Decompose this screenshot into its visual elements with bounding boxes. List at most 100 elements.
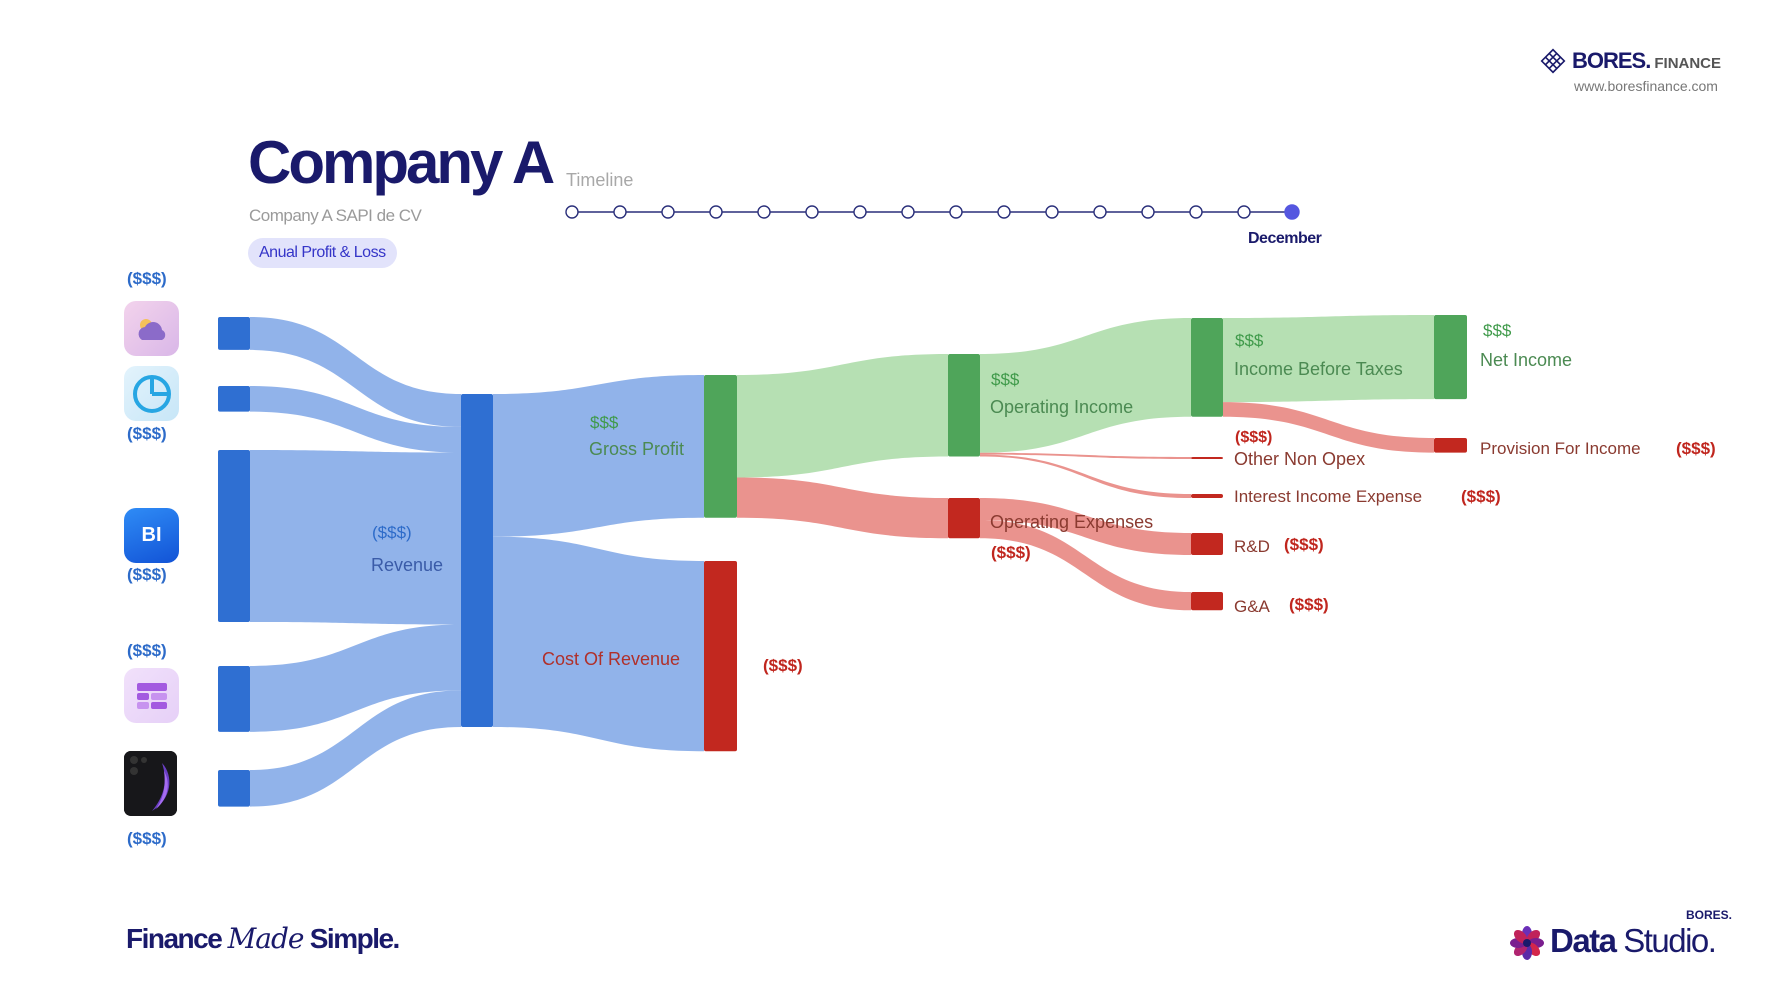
timeline-point[interactable] bbox=[949, 205, 963, 219]
timeline-point[interactable] bbox=[757, 205, 771, 219]
timeline-point-selected[interactable] bbox=[1284, 204, 1300, 220]
flow-src2-to-revenue[interactable] bbox=[250, 386, 461, 453]
flow-operating_expenses-to-rd[interactable] bbox=[980, 498, 1191, 555]
timeline-point[interactable] bbox=[1093, 205, 1107, 219]
timeline-selected-month: December bbox=[1248, 230, 1322, 247]
tagline-made: Made bbox=[227, 922, 305, 955]
source-5-icon-tile[interactable] bbox=[124, 751, 177, 816]
timeline-label: Timeline bbox=[566, 170, 634, 190]
brand-logo[interactable]: BORES. FINANCE bbox=[1540, 48, 1721, 74]
diamond-grid-icon bbox=[1540, 48, 1566, 74]
other-non-opex-label: Other Non Opex bbox=[1234, 449, 1365, 469]
flow-income_before_taxes-to-net_income[interactable] bbox=[1223, 315, 1434, 403]
flow-revenue-to-cost_of_revenue[interactable] bbox=[493, 536, 704, 752]
node-interest_income_expense[interactable] bbox=[1191, 494, 1223, 498]
flow-operating_income-to-income_before_taxes[interactable] bbox=[980, 318, 1191, 453]
timeline-point[interactable] bbox=[1045, 205, 1059, 219]
node-ga[interactable] bbox=[1191, 592, 1223, 611]
flow-income_before_taxes-to-provision_for_income[interactable] bbox=[1223, 402, 1434, 453]
node-src4[interactable] bbox=[218, 666, 250, 732]
timeline-point[interactable] bbox=[1141, 205, 1155, 219]
timeline-point[interactable] bbox=[613, 205, 627, 219]
source-2-icon-tile[interactable] bbox=[124, 366, 179, 421]
dashboard-layout-icon bbox=[136, 682, 167, 709]
node-src3[interactable] bbox=[218, 450, 250, 622]
timeline-point[interactable] bbox=[709, 205, 723, 219]
flow-src3-to-revenue[interactable] bbox=[250, 450, 461, 625]
source-5-value: ($$$) bbox=[127, 829, 167, 848]
bi-icon: BI bbox=[141, 524, 162, 546]
timeline-slider[interactable] bbox=[560, 198, 1300, 228]
rd-label: R&D bbox=[1234, 537, 1270, 556]
report-type-pill[interactable]: Anual Profit & Loss bbox=[248, 238, 397, 268]
interest-income-expense-label: Interest Income Expense bbox=[1234, 487, 1422, 506]
node-operating_income[interactable] bbox=[948, 354, 980, 457]
timeline-point[interactable] bbox=[997, 205, 1011, 219]
source-4-value: ($$$) bbox=[127, 641, 167, 660]
brand-url[interactable]: www.boresfinance.com bbox=[1574, 78, 1718, 94]
source-1-icon-tile[interactable] bbox=[124, 301, 179, 356]
node-income_before_taxes[interactable] bbox=[1191, 318, 1223, 417]
flow-operating_income-to-interest_income_expense[interactable] bbox=[980, 454, 1191, 498]
source-3-icon-tile[interactable]: BI bbox=[124, 508, 179, 563]
operating-income-label: Operating Income bbox=[990, 397, 1133, 417]
flow-gross_profit-to-operating_expenses[interactable] bbox=[737, 477, 948, 539]
source-3-value: ($$$) bbox=[127, 565, 167, 584]
smartphone-icon bbox=[124, 751, 177, 816]
node-provision_for_income[interactable] bbox=[1434, 438, 1467, 453]
company-legal-name: Company A SAPI de CV bbox=[249, 206, 422, 225]
company-title: Company A bbox=[248, 129, 555, 196]
node-rd[interactable] bbox=[1191, 533, 1223, 555]
node-gross_profit[interactable] bbox=[704, 375, 737, 518]
tagline-simple: Simple. bbox=[309, 923, 401, 954]
node-net_income[interactable] bbox=[1434, 315, 1467, 400]
timeline-point[interactable] bbox=[565, 205, 579, 219]
source-4-icon-tile[interactable] bbox=[124, 668, 179, 723]
flow-src1-to-revenue[interactable] bbox=[250, 317, 461, 427]
income-before-taxes-value-label: $$$ bbox=[1235, 331, 1264, 350]
operating-expenses-label: Operating Expenses bbox=[990, 512, 1153, 532]
flow-revenue-to-gross_profit[interactable] bbox=[493, 375, 704, 537]
gross-profit-label: Gross Profit bbox=[589, 439, 684, 459]
interest-income-expense-value-label: ($$$) bbox=[1461, 487, 1501, 506]
studio-word-studio: Studio. bbox=[1623, 922, 1717, 959]
node-operating_expenses[interactable] bbox=[948, 498, 980, 539]
ga-value-label: ($$$) bbox=[1289, 595, 1329, 614]
revenue-label: Revenue bbox=[371, 555, 443, 575]
studio-logo[interactable] bbox=[1510, 926, 1544, 965]
tagline-finance: Finance bbox=[126, 923, 223, 954]
timeline-point[interactable] bbox=[1237, 205, 1251, 219]
node-other_non_opex[interactable] bbox=[1191, 457, 1223, 459]
brand-name: BORES. bbox=[1572, 48, 1651, 73]
flow-operating_income-to-other_non_opex[interactable] bbox=[980, 452, 1191, 459]
provision-for-income-label: Provision For Income bbox=[1480, 439, 1641, 458]
revenue-value-label: ($$$) bbox=[372, 523, 412, 542]
timeline-point[interactable] bbox=[853, 205, 867, 219]
operating-expenses-value-label: ($$$) bbox=[991, 543, 1031, 562]
cost-of-revenue-label: Cost Of Revenue bbox=[542, 649, 680, 669]
income-before-taxes-label: Income Before Taxes bbox=[1234, 359, 1403, 379]
source-1-value: ($$$) bbox=[127, 269, 167, 288]
node-revenue[interactable] bbox=[461, 394, 493, 727]
timeline-point[interactable] bbox=[661, 205, 675, 219]
flow-gross_profit-to-operating_income[interactable] bbox=[737, 354, 948, 478]
node-src2[interactable] bbox=[218, 386, 250, 412]
node-src5[interactable] bbox=[218, 770, 250, 807]
node-src1[interactable] bbox=[218, 317, 250, 350]
timeline-point[interactable] bbox=[901, 205, 915, 219]
flow-src5-to-revenue[interactable] bbox=[250, 690, 461, 807]
footer-tagline: Finance Made Simple. bbox=[126, 922, 401, 955]
flow-src4-to-revenue[interactable] bbox=[250, 624, 461, 732]
node-cost_of_revenue[interactable] bbox=[704, 561, 737, 752]
timeline-point[interactable] bbox=[805, 205, 819, 219]
weather-cloud-icon bbox=[138, 318, 165, 340]
gross-profit-value-label: $$$ bbox=[590, 413, 619, 432]
studio-brand-small: BORES. bbox=[1686, 908, 1733, 922]
pie-chart-icon bbox=[132, 374, 171, 413]
flow-operating_expenses-to-ga[interactable] bbox=[980, 519, 1191, 611]
timeline-point[interactable] bbox=[1189, 205, 1203, 219]
provision-for-income-value-label: ($$$) bbox=[1676, 439, 1716, 458]
studio-word-data: Data bbox=[1550, 922, 1617, 959]
studio-wordmark: Data Studio. bbox=[1550, 922, 1717, 960]
